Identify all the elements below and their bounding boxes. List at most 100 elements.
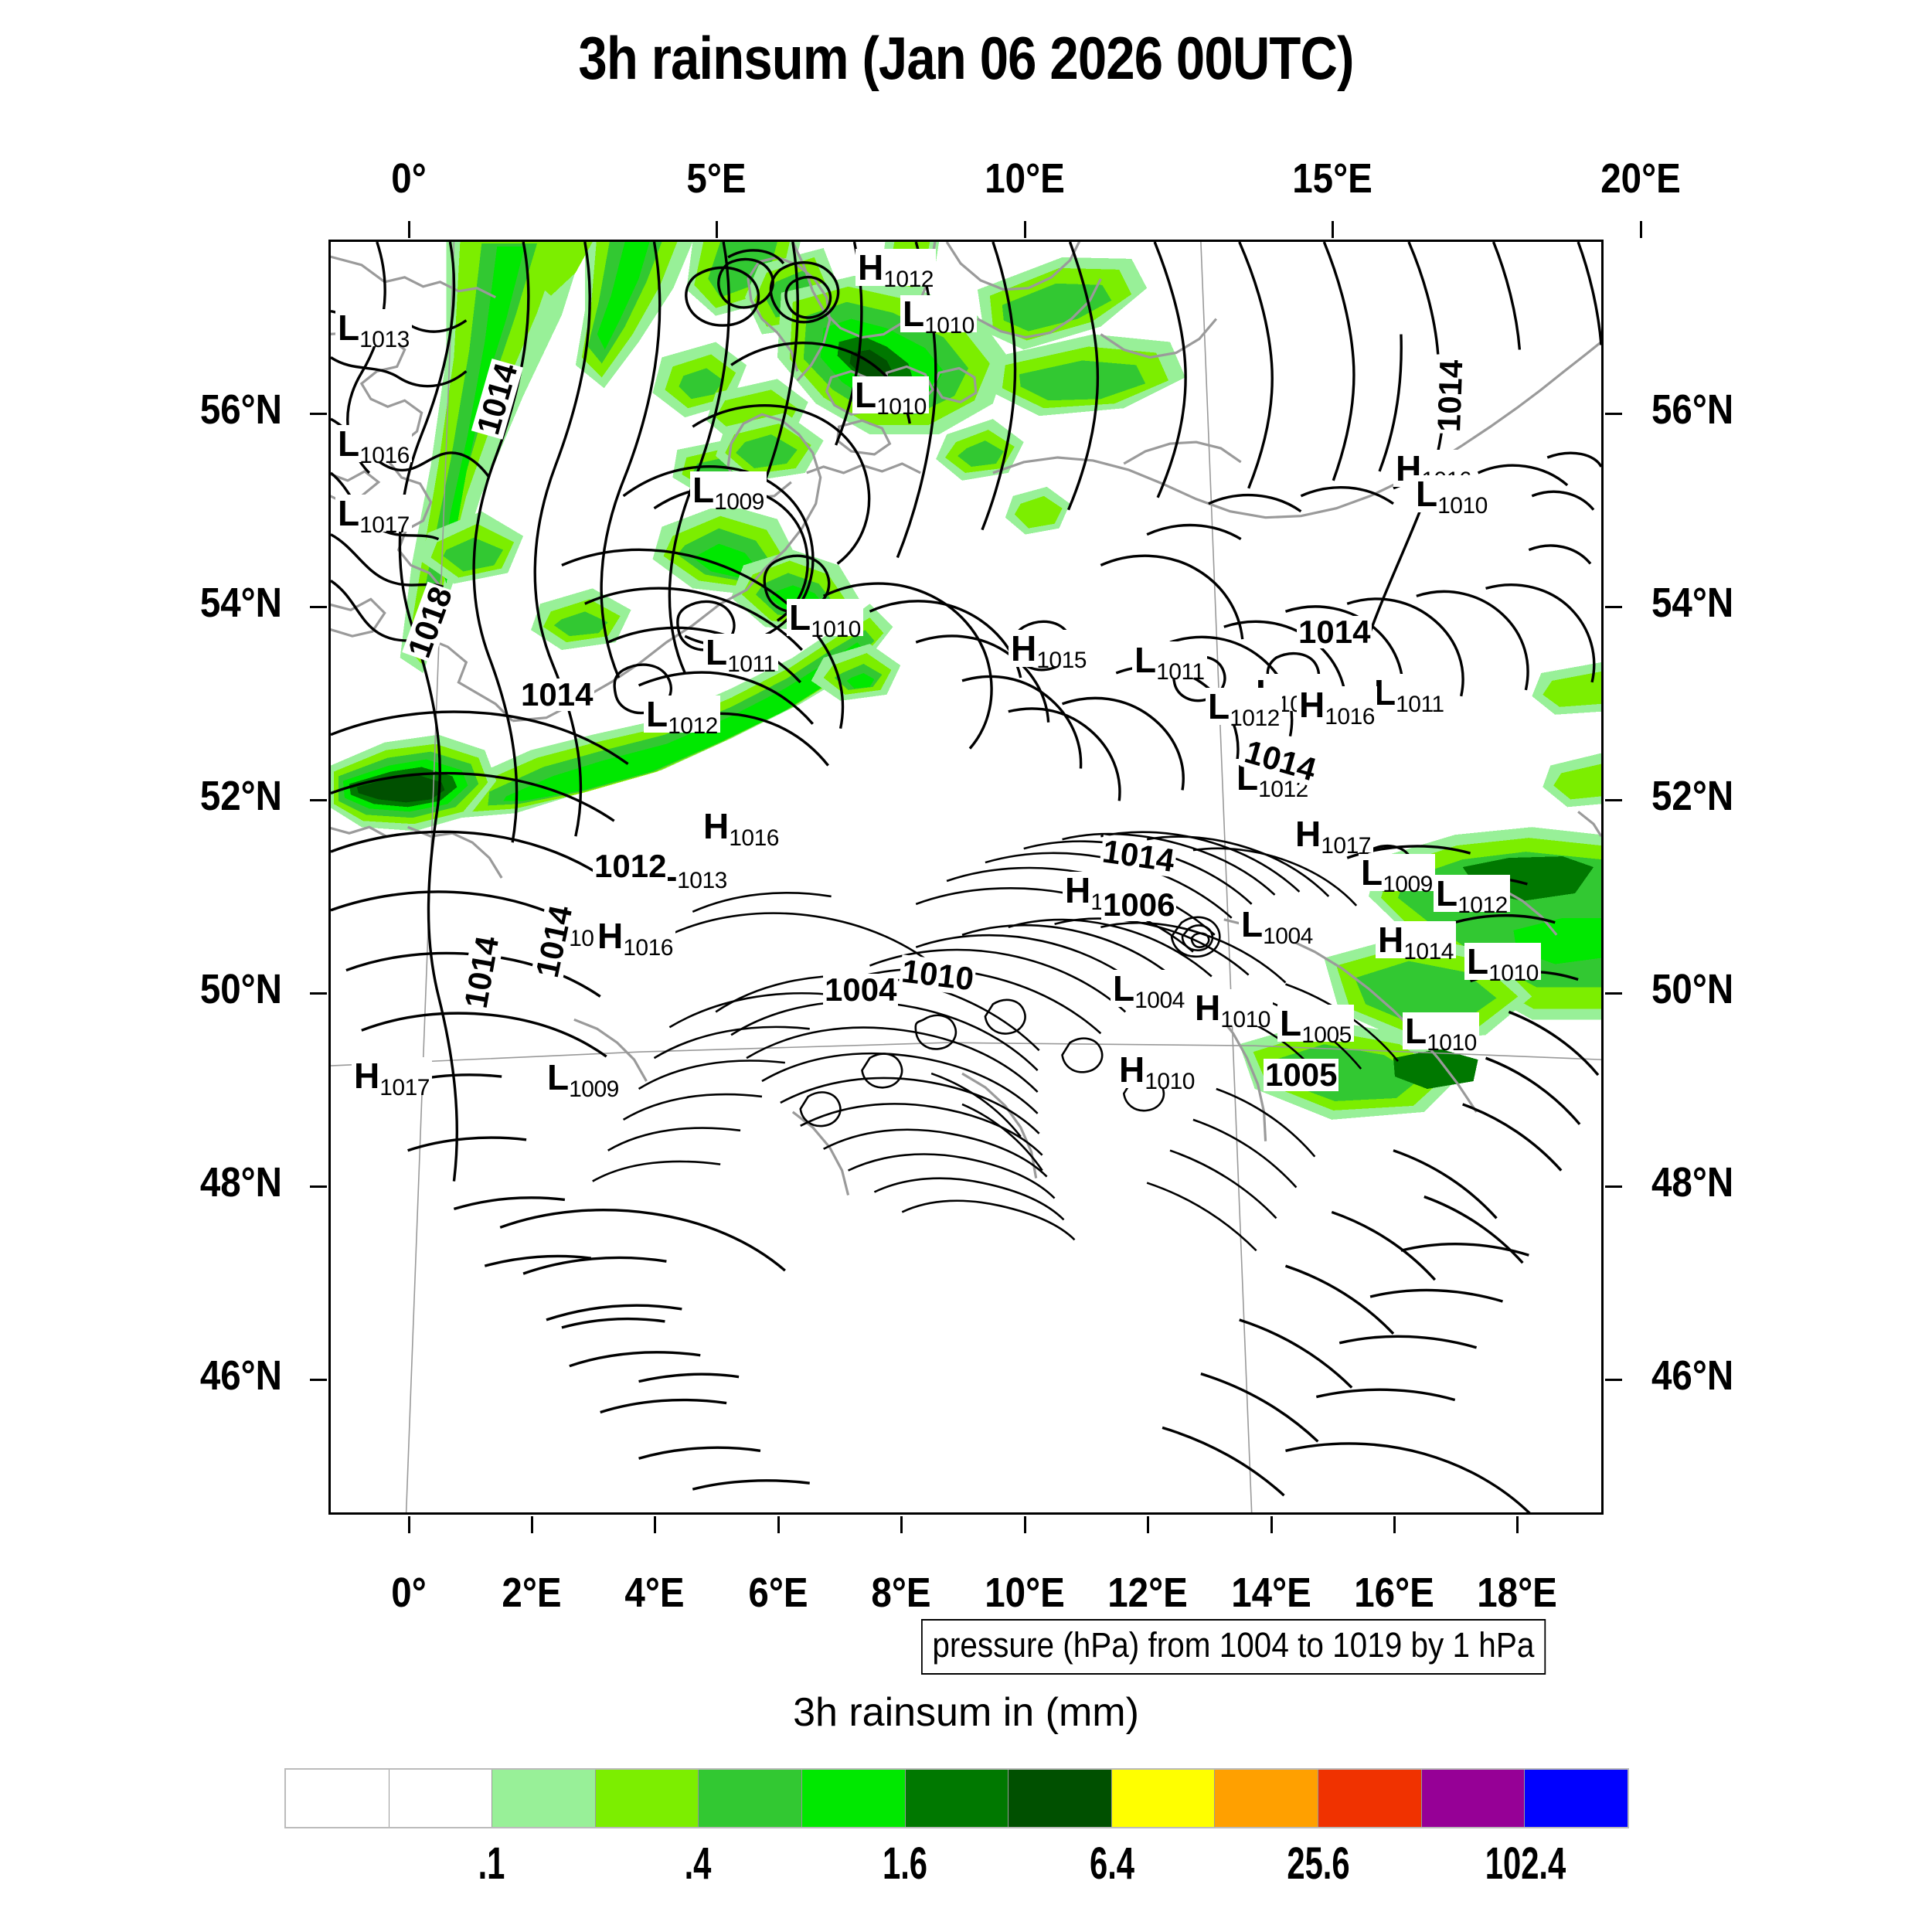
- pressure-system-h-26: H1014: [1376, 921, 1456, 964]
- pressure-system-l-30: L1004: [1111, 970, 1187, 1012]
- colorbar[interactable]: [284, 1768, 1629, 1828]
- pressure-system-l-2: L1017: [335, 495, 412, 537]
- pressure-system-h-16: H1016: [1297, 686, 1377, 729]
- bottom-tick-4: [900, 1516, 903, 1533]
- top-axis-label-0: 0°: [390, 155, 427, 202]
- left-tick-2: [310, 799, 327, 801]
- right-tick-3: [1605, 992, 1622, 995]
- map-canvas: [331, 242, 1601, 1512]
- pressure-system-l-33: L1010: [1403, 1012, 1479, 1055]
- pressure-system-l-14: L1011: [1372, 674, 1447, 716]
- colorbar-cell-1[interactable]: [389, 1770, 493, 1827]
- top-tick-4: [1639, 221, 1642, 238]
- left-tick-5: [310, 1379, 327, 1381]
- pressure-system-h-19: H1016: [701, 808, 781, 850]
- pressure-system-l-15: L1012: [1206, 688, 1282, 730]
- bottom-tick-5: [1023, 1516, 1026, 1533]
- bottom-tick-7: [1270, 1516, 1273, 1533]
- colorbar-cell-9[interactable]: [1215, 1770, 1319, 1827]
- bottom-tick-3: [777, 1516, 780, 1533]
- pressure-system-l-35: L1009: [545, 1059, 621, 1101]
- left-tick-4: [310, 1185, 327, 1188]
- colorbar-cell-5[interactable]: [802, 1770, 906, 1827]
- pressure-system-l-23: L1009: [1359, 854, 1435, 896]
- bottom-axis-label-2: 4°E: [624, 1570, 685, 1616]
- colorbar-cell-0[interactable]: [286, 1770, 389, 1827]
- pressure-system-l-9: L1010: [787, 599, 863, 641]
- pressure-system-h-31: H1010: [1192, 989, 1273, 1032]
- top-axis-label-2: 10°E: [984, 155, 1065, 202]
- left-tick-3: [310, 992, 327, 995]
- page-title: 3h rainsum (Jan 06 2026 00UTC): [578, 24, 1354, 92]
- colorbar-tick-5: 102.4: [1485, 1838, 1566, 1889]
- left-axis-label-0: 56°N: [199, 386, 282, 433]
- bottom-tick-9: [1516, 1516, 1519, 1533]
- colorbar-tick-labels: .1 .4 1.6 6.4 25.6 102.4: [284, 1838, 1629, 1900]
- bottom-tick-6: [1147, 1516, 1150, 1533]
- pressure-system-l-8: L1010: [1413, 475, 1490, 518]
- colorbar-cell-8[interactable]: [1111, 1770, 1216, 1827]
- isobar-label-11: 1012: [593, 848, 668, 884]
- right-axis-label-1: 54°N: [1651, 580, 1734, 626]
- pressure-system-l-24: L1012: [1434, 875, 1510, 917]
- pressure-system-l-17: L1012: [644, 696, 720, 738]
- isobar-label-7: 1006: [1101, 886, 1177, 923]
- colorbar-cell-12[interactable]: [1525, 1770, 1628, 1827]
- colorbar-cell-3[interactable]: [595, 1770, 699, 1827]
- isobar-label-13: 1005: [1264, 1056, 1339, 1093]
- top-tick-1: [716, 221, 719, 238]
- right-tick-4: [1605, 1185, 1622, 1188]
- colorbar-cell-6[interactable]: [905, 1770, 1009, 1827]
- colorbar-cell-11[interactable]: [1421, 1770, 1526, 1827]
- colorbar-tick-3: 6.4: [1089, 1838, 1134, 1889]
- top-axis-label-4: 20°E: [1600, 155, 1681, 202]
- colorbar-tick-2: 1.6: [883, 1838, 928, 1889]
- bottom-axis-label-0: 0°: [390, 1570, 427, 1616]
- right-axis-label-2: 52°N: [1651, 773, 1734, 819]
- bottom-axis-label-7: 14°E: [1230, 1570, 1311, 1616]
- bottom-tick-0: [407, 1516, 410, 1533]
- bottom-axis-label-9: 18°E: [1477, 1570, 1558, 1616]
- pressure-system-h-28: H1016: [595, 917, 675, 960]
- isobar-label-12: 1004: [823, 971, 899, 1008]
- pressure-system-l-32: L1005: [1277, 1005, 1354, 1047]
- pressure-system-h-21: H1017: [1293, 815, 1373, 858]
- left-axis-label-2: 52°N: [199, 773, 282, 819]
- right-axis-label-3: 50°N: [1651, 966, 1734, 1012]
- pressure-system-l-5: L1010: [852, 376, 929, 419]
- colorbar-cell-7[interactable]: [1009, 1770, 1112, 1827]
- pressure-system-l-12: L1011: [1132, 641, 1207, 684]
- left-tick-0: [310, 413, 327, 415]
- pressure-system-h-36: H1017: [352, 1057, 432, 1100]
- bottom-tick-8: [1393, 1516, 1396, 1533]
- pressure-system-l-25: L1004: [1239, 906, 1315, 948]
- right-tick-1: [1605, 606, 1622, 608]
- bottom-axis-label-1: 2°E: [502, 1570, 562, 1616]
- bottom-axis-label-5: 10°E: [984, 1570, 1065, 1616]
- bottom-axis-label-4: 8°E: [871, 1570, 931, 1616]
- right-axis-label-0: 56°N: [1651, 386, 1734, 433]
- pressure-system-h-3: H1012: [855, 249, 936, 291]
- bottom-axis-label-8: 16°E: [1354, 1570, 1434, 1616]
- colorbar-tick-1: .4: [684, 1838, 712, 1889]
- isobar-label-8: 1010: [898, 952, 978, 998]
- colorbar-cell-4[interactable]: [699, 1770, 803, 1827]
- top-tick-3: [1332, 221, 1335, 238]
- left-axis-label-4: 48°N: [199, 1159, 282, 1206]
- top-tick-2: [1023, 221, 1026, 238]
- precip-shading: [331, 242, 1601, 1120]
- pressure-system-l-6: L1009: [690, 471, 767, 514]
- colorbar-cell-10[interactable]: [1318, 1770, 1422, 1827]
- right-tick-5: [1605, 1379, 1622, 1381]
- colorbar-tick-0: .1: [478, 1838, 505, 1889]
- right-axis-label-5: 46°N: [1651, 1352, 1734, 1399]
- colorbar-cell-2[interactable]: [492, 1770, 596, 1827]
- pressure-caption: pressure (hPa) from 1004 to 1019 by 1 hP…: [921, 1619, 1546, 1675]
- left-axis-label-3: 50°N: [199, 966, 282, 1012]
- isobar-label-2: 1014: [519, 676, 595, 713]
- bottom-tick-2: [654, 1516, 657, 1533]
- pressure-system-l-1: L1016: [335, 425, 412, 468]
- right-axis-label-4: 48°N: [1651, 1159, 1734, 1206]
- bottom-tick-1: [531, 1516, 534, 1533]
